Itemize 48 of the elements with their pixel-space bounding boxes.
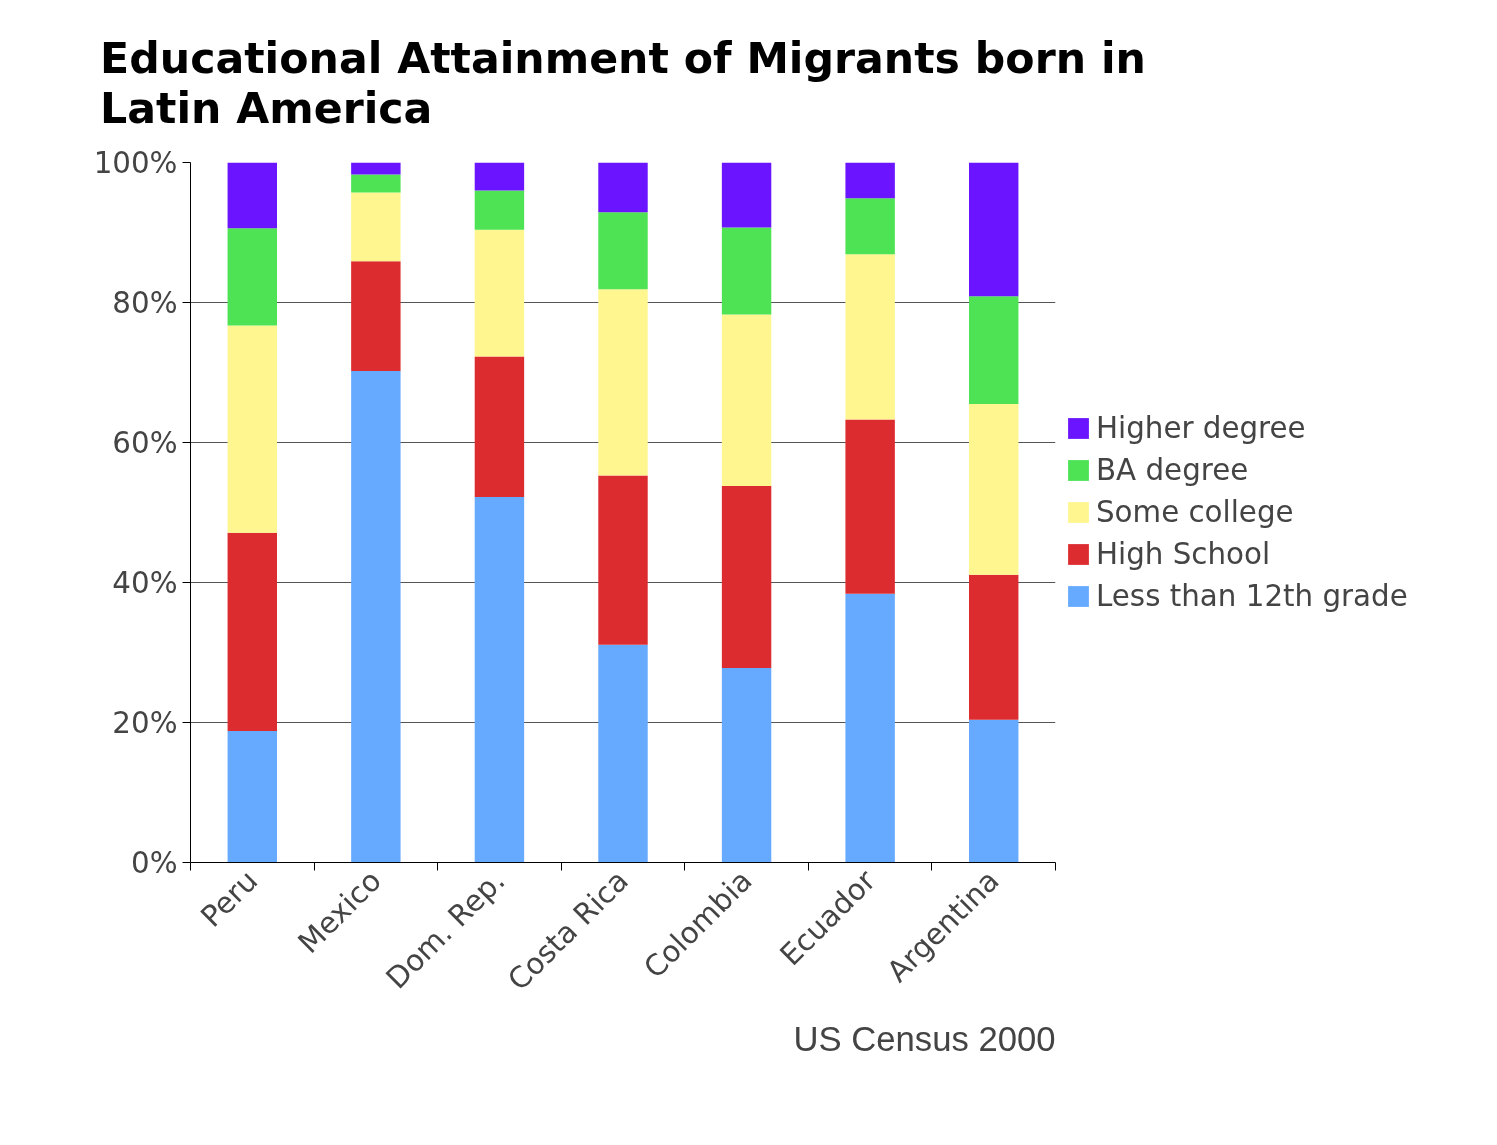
legend-label: Less than 12th grade <box>1096 579 1408 613</box>
bar <box>845 198 895 255</box>
bar <box>845 254 895 420</box>
bar <box>227 228 277 326</box>
chart-title: Educational Attainment of Migrants born in Latin America <box>100 32 1146 133</box>
legend-label: High School <box>1096 537 1271 571</box>
bar <box>845 162 895 199</box>
bar <box>969 404 1019 575</box>
bar <box>969 162 1019 297</box>
legend-label: BA degree <box>1096 453 1249 487</box>
bar <box>721 314 772 486</box>
bar <box>351 162 401 175</box>
y-tick-label: 100% <box>93 145 178 180</box>
bar <box>969 296 1019 404</box>
bar <box>351 371 401 863</box>
bar <box>227 325 277 533</box>
bar <box>351 192 401 262</box>
bar <box>227 730 277 863</box>
bar <box>721 485 772 668</box>
bar <box>969 719 1019 863</box>
bar <box>474 162 525 191</box>
y-tick-label: 20% <box>112 705 178 740</box>
bar <box>227 162 277 229</box>
bar <box>351 261 401 372</box>
bar <box>969 574 1019 720</box>
bar <box>474 356 525 498</box>
text: US Census 2000 <box>793 1019 1056 1058</box>
bar <box>598 212 648 290</box>
bar <box>598 162 648 213</box>
bar <box>227 532 277 731</box>
bar <box>351 174 401 193</box>
legend-label: Some college <box>1096 495 1294 529</box>
y-tick-label: 80% <box>112 285 178 320</box>
bar <box>598 475 648 645</box>
y-tick-label: 60% <box>112 425 178 460</box>
y-tick-label: 0% <box>130 845 178 880</box>
bar <box>845 593 895 863</box>
legend-label: Higher degree <box>1096 411 1306 445</box>
bar <box>474 190 525 230</box>
bar <box>598 289 648 476</box>
bar <box>721 667 772 863</box>
bar <box>721 162 772 228</box>
bar <box>845 419 895 594</box>
y-tick-label: 40% <box>112 565 178 600</box>
bar <box>474 497 525 863</box>
bar <box>598 644 648 863</box>
bar <box>474 229 525 357</box>
bar <box>721 227 772 315</box>
